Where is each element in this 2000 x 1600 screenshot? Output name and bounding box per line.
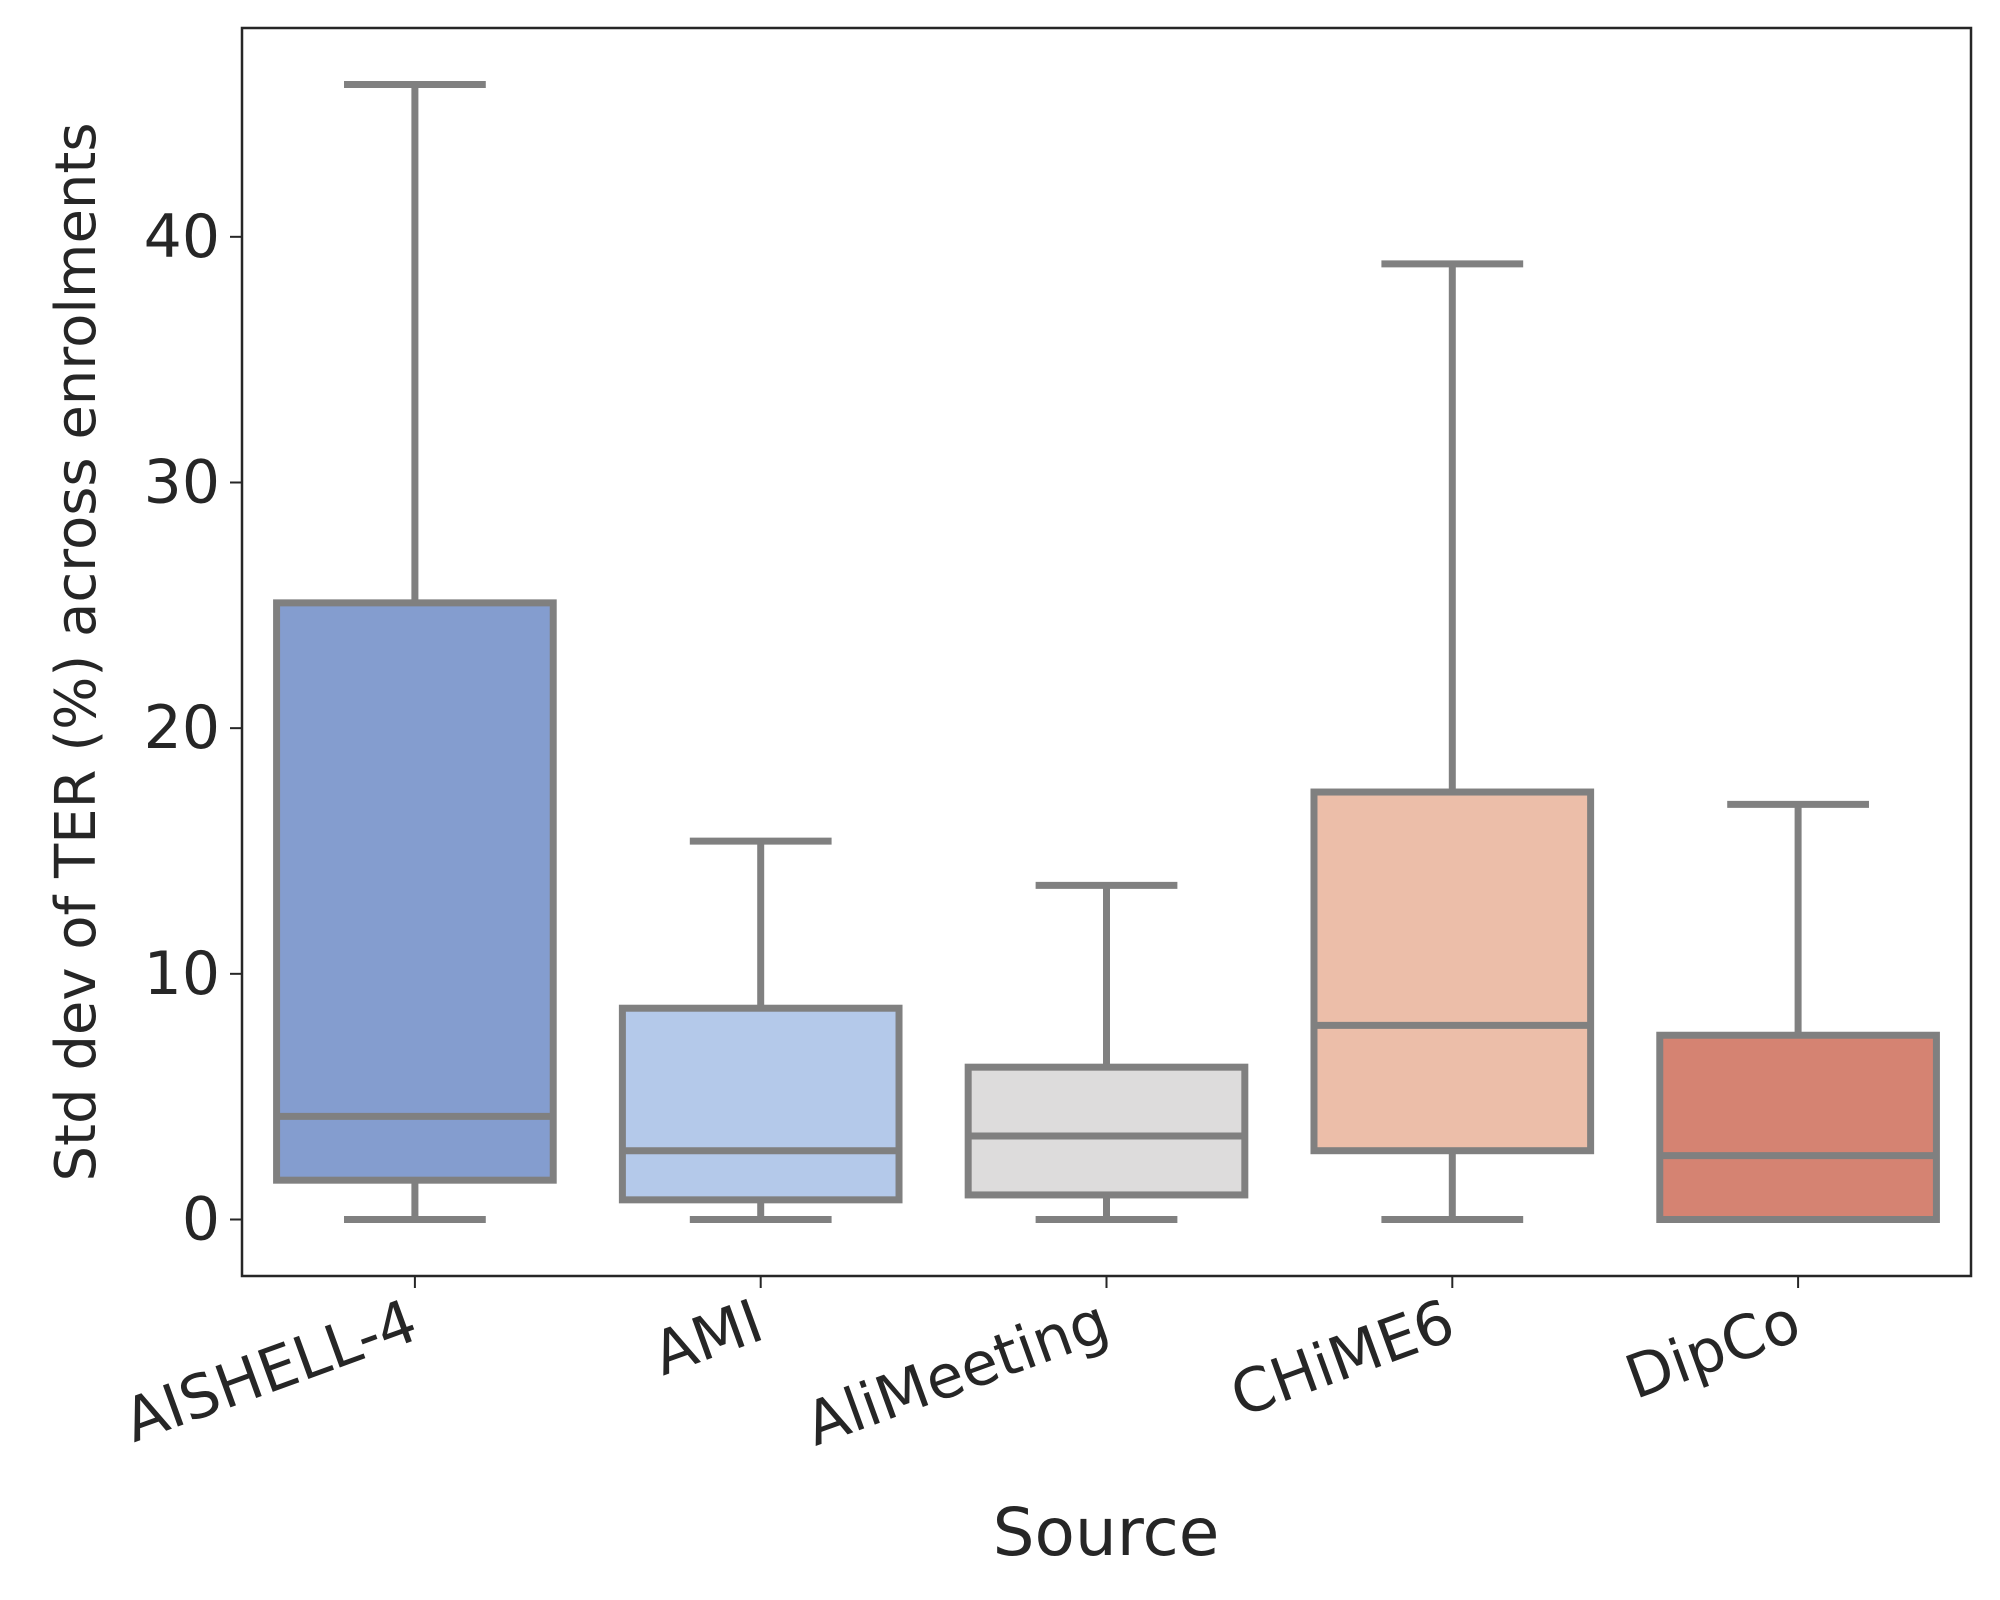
y-tick-label: 40 xyxy=(144,202,220,272)
x-axis-label: Source xyxy=(993,1494,1220,1571)
x-tick-label: AliMeeting xyxy=(796,1286,1117,1460)
y-tick-label: 20 xyxy=(144,693,220,763)
y-tick-label: 30 xyxy=(144,447,220,517)
box xyxy=(273,599,557,1184)
y-tick-label: 0 xyxy=(182,1184,220,1254)
plot-frame xyxy=(240,26,1973,1278)
y-tick-label: 10 xyxy=(144,939,220,1009)
x-tick-label: DipCo xyxy=(1617,1286,1810,1413)
x-tick-label: AMI xyxy=(644,1286,772,1390)
y-axis-label: Std dev of TER (%) across enrolments xyxy=(44,122,109,1181)
box xyxy=(1310,788,1595,1155)
x-tick-label: AISHELL-4 xyxy=(115,1286,426,1456)
x-tick-label: CHiME6 xyxy=(1222,1286,1464,1431)
box xyxy=(618,1004,903,1204)
box xyxy=(1656,1031,1940,1223)
box xyxy=(964,1063,1249,1199)
